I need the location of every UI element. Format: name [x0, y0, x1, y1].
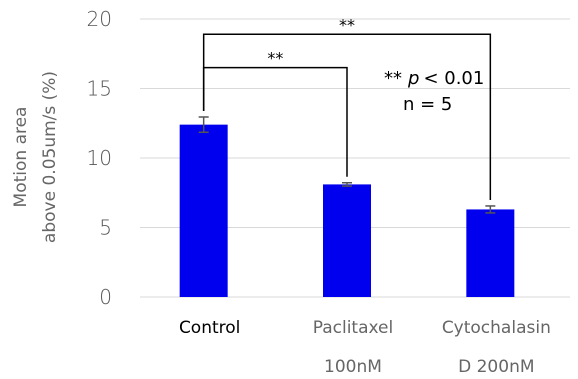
- x-label-2-line1: Cytochalasin: [442, 318, 551, 338]
- x-label-2-line2: D 200nM: [458, 357, 534, 377]
- y-tick-label-5: 5: [99, 216, 112, 240]
- significance-label-0: **: [267, 49, 283, 68]
- note-n: n = 5: [403, 94, 452, 115]
- y-tick-label-15: 15: [87, 77, 112, 101]
- significance-note: ** p < 0.01 n = 5: [384, 68, 484, 115]
- note-p-value: < 0.01: [423, 68, 484, 89]
- bars: [179, 124, 515, 297]
- x-label-0-line1: Control: [179, 318, 240, 338]
- bar-0: [179, 124, 228, 297]
- note-p-symbol: p: [407, 68, 419, 89]
- bar-2: [466, 209, 515, 297]
- x-label-1-line2: 100nM: [324, 357, 382, 377]
- significance-bracket-1: [202, 33, 492, 200]
- significance-label-1: **: [339, 15, 355, 34]
- note-stars: **: [384, 68, 402, 89]
- y-tick-label-10: 10: [87, 146, 112, 170]
- bar-1: [323, 184, 371, 297]
- y-tick-labels: 0 5 10 15 20: [87, 7, 112, 309]
- y-axis-label-line2: above 0.05um/s (%): [40, 71, 60, 243]
- y-axis-label: Motion area above 0.05um/s (%): [11, 71, 60, 243]
- significance-brackets: ** **: [202, 15, 492, 200]
- note-line1: ** p < 0.01: [384, 68, 484, 89]
- y-tick-label-0: 0: [99, 285, 112, 309]
- x-label-1-line1: Paclitaxel: [313, 318, 394, 338]
- x-category-labels: Control Paclitaxel 100nM Cytochalasin D 200n…: [179, 318, 551, 377]
- y-tick-label-20: 20: [87, 7, 112, 31]
- y-axis-label-line1: Motion area: [11, 107, 31, 208]
- error-bars: [198, 116, 496, 214]
